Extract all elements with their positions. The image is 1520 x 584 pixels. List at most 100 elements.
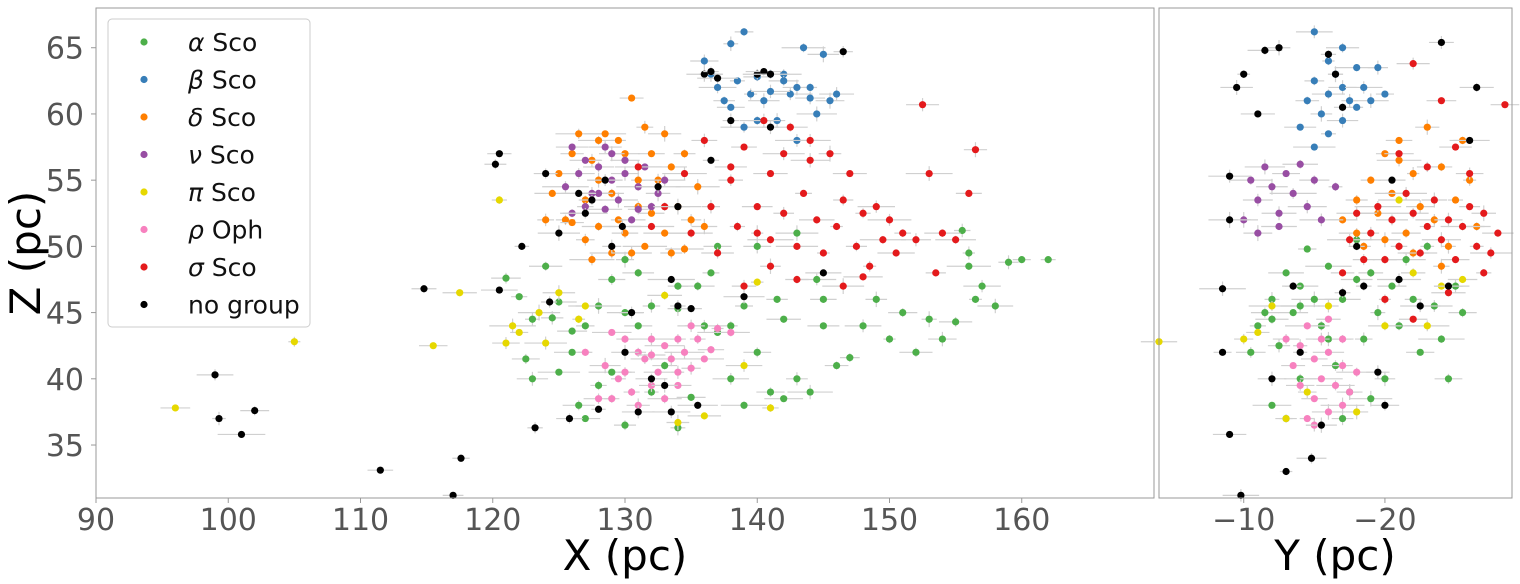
left-point-rho-oph <box>700 355 708 363</box>
left-point-sigma-sco <box>912 236 920 244</box>
left-point-no-group <box>555 229 563 237</box>
right-point-beta-sco <box>1360 83 1368 92</box>
left-point-alpha-sco <box>674 282 682 290</box>
left-series-sigma-sco <box>614 98 988 295</box>
right-point-sigma-sco <box>1402 189 1410 198</box>
right-point-sigma-sco <box>1409 209 1417 217</box>
left-point-no-group <box>546 298 554 306</box>
left-point-rho-oph <box>713 324 722 333</box>
right-point-no-group <box>1218 348 1227 356</box>
left-point-delta-sco <box>594 136 603 145</box>
left-points-layer <box>160 28 1056 499</box>
right-point-delta-sco <box>1451 196 1460 204</box>
right-point-pi-sco <box>1381 322 1389 330</box>
left-point-sigma-sco <box>707 203 715 211</box>
left-point-nu-sco <box>647 203 656 211</box>
left-point-sigma-sco <box>713 249 722 257</box>
left-y-tick-label: 45 <box>46 297 84 332</box>
left-point-rho-oph <box>614 375 622 383</box>
left-point-delta-sco <box>561 216 570 224</box>
right-point-no-group <box>1388 176 1396 184</box>
right-point-no-group <box>1374 368 1382 376</box>
left-point-alpha-sco <box>647 388 656 396</box>
right-point-alpha-sco <box>1374 308 1382 317</box>
right-point-alpha-sco <box>1268 401 1276 409</box>
left-point-pi-sco <box>508 322 517 330</box>
left-point-pi-sco <box>753 278 761 286</box>
left-x-tick-label: 130 <box>596 503 653 538</box>
left-point-sigma-sco <box>806 156 814 164</box>
left-point-alpha-sco <box>991 302 999 310</box>
right-x-tick-label: −10 <box>1212 503 1275 538</box>
right-point-rho-oph <box>1346 388 1354 396</box>
right-point-delta-sco <box>1381 236 1389 244</box>
left-point-sigma-sco <box>680 169 689 178</box>
left-point-pi-sco <box>555 289 563 297</box>
left-point-alpha-sco <box>766 388 775 396</box>
left-point-rho-oph <box>594 395 603 403</box>
left-point-delta-sco <box>621 229 629 237</box>
right-point-alpha-sco <box>1289 308 1297 317</box>
left-x-tick-label: 120 <box>464 503 521 538</box>
right-panel: −10 −20 Y (pc) <box>1140 7 1520 580</box>
right-point-nu-sco <box>1268 183 1276 191</box>
right-point-alpha-sco <box>1416 348 1424 356</box>
left-point-nu-sco <box>568 143 576 151</box>
right-point-delta-sco <box>1437 163 1445 171</box>
left-point-beta-sco <box>766 87 775 96</box>
left-point-beta-sco <box>826 97 834 105</box>
right-point-beta-sco <box>1324 57 1333 65</box>
left-point-sigma-sco <box>872 203 880 211</box>
right-point-no-group <box>1268 375 1276 383</box>
left-y-tick-label: 60 <box>46 98 84 133</box>
right-point-no-group <box>1416 302 1424 310</box>
right-point-rho-oph <box>1317 335 1325 343</box>
left-point-no-group <box>667 275 675 284</box>
left-point-alpha-sco <box>806 388 814 396</box>
left-point-alpha-sco <box>515 293 523 301</box>
left-point-delta-sco <box>568 218 576 227</box>
right-point-no-group <box>1466 136 1474 145</box>
right-point-alpha-sco <box>1437 335 1445 343</box>
right-point-no-group <box>1254 110 1262 118</box>
left-point-nu-sco <box>661 176 669 184</box>
left-point-alpha-sco <box>542 262 550 270</box>
left-point-beta-sco <box>740 28 748 36</box>
left-point-sigma-sco <box>813 216 821 224</box>
right-series-beta-sco <box>1284 25 1394 151</box>
left-point-delta-sco <box>694 183 702 191</box>
left-point-no-group <box>674 203 682 211</box>
right-point-alpha-sco <box>1254 322 1262 330</box>
left-point-beta-sco <box>733 77 742 85</box>
left-point-pi-sco <box>766 404 775 412</box>
right-point-sigma-sco <box>1388 216 1396 224</box>
right-point-rho-oph <box>1324 315 1333 323</box>
right-point-alpha-sco <box>1402 256 1410 264</box>
left-point-beta-sco <box>747 90 755 98</box>
left-point-alpha-sco <box>661 361 669 370</box>
left-point-rho-oph <box>687 364 695 372</box>
right-point-pi-sco <box>1409 269 1417 277</box>
right-point-sigma-sco <box>1451 256 1460 264</box>
right-point-beta-sco <box>1324 130 1333 138</box>
right-point-rho-oph <box>1324 348 1333 356</box>
left-point-nu-sco <box>634 205 642 213</box>
left-point-sigma-sco <box>839 282 847 290</box>
left-point-sigma-sco <box>727 163 735 171</box>
right-point-beta-sco <box>1346 97 1354 105</box>
left-point-sigma-sco <box>852 242 861 250</box>
right-point-beta-sco <box>1296 123 1304 131</box>
left-point-sigma-sco <box>793 275 801 284</box>
right-point-delta-sco <box>1416 203 1424 211</box>
left-x-tick-label: 110 <box>332 503 389 538</box>
right-point-sigma-sco <box>1395 242 1403 250</box>
right-point-pi-sco <box>1423 322 1431 330</box>
legend-label: β Sco <box>187 66 257 95</box>
left-point-no-group <box>839 48 847 56</box>
right-point-rho-oph <box>1282 335 1290 343</box>
left-point-alpha-sco <box>687 393 695 401</box>
right-plot-frame <box>1158 7 1513 499</box>
right-point-alpha-sco <box>1360 335 1368 343</box>
left-point-sigma-sco <box>866 262 874 270</box>
left-point-no-group <box>667 408 675 416</box>
